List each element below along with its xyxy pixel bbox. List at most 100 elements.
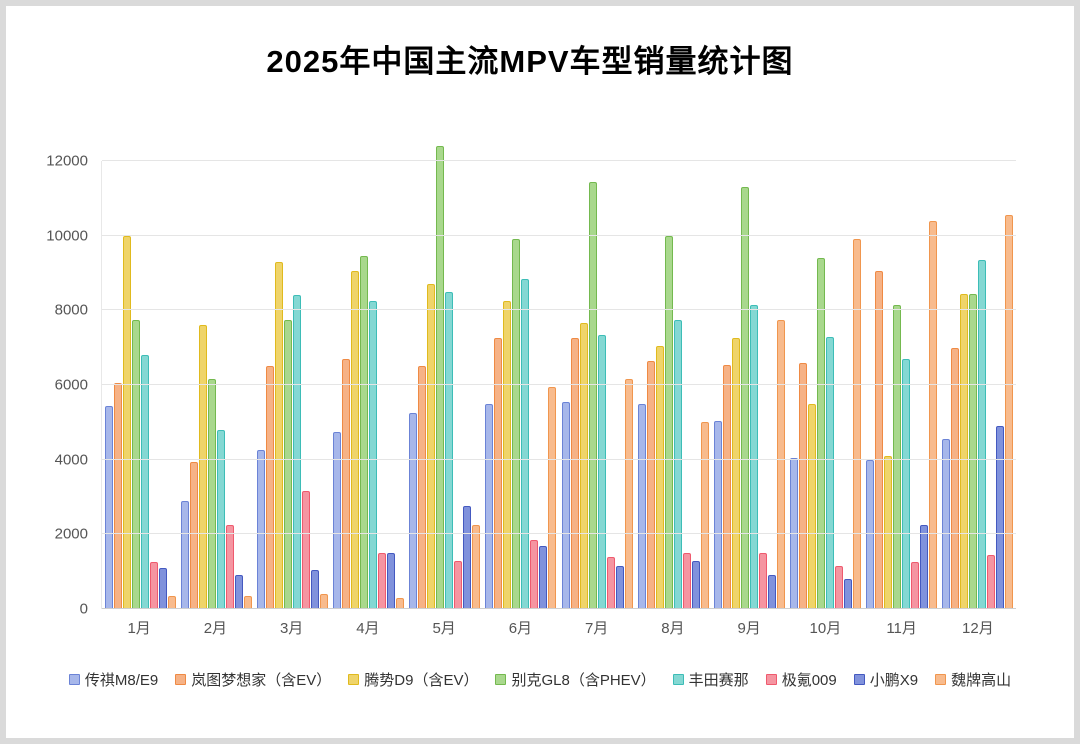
bar bbox=[521, 278, 530, 609]
legend-item: 岚图梦想家（含EV） bbox=[175, 669, 331, 690]
x-axis: 1月 2月 3月 4月 5月 6月 7月 8月 9月 10月 11月 12月 bbox=[101, 617, 1016, 638]
bar-group bbox=[864, 161, 940, 609]
bar bbox=[454, 560, 463, 609]
bar bbox=[884, 455, 893, 609]
bar bbox=[387, 553, 396, 609]
bar bbox=[920, 525, 929, 609]
bar bbox=[256, 450, 265, 609]
bar bbox=[929, 220, 938, 609]
x-tick-label: 3月 bbox=[279, 620, 304, 637]
x-tick-label: 1月 bbox=[127, 620, 151, 637]
legend-swatch bbox=[68, 674, 80, 685]
bar bbox=[539, 545, 548, 609]
bar bbox=[301, 491, 310, 609]
bar bbox=[749, 304, 758, 609]
bar bbox=[198, 325, 207, 609]
bar-group bbox=[331, 161, 407, 609]
gridline bbox=[102, 309, 1016, 311]
bar bbox=[978, 259, 987, 609]
legend-item: 别克GL8（含PHEV） bbox=[495, 669, 656, 690]
bar bbox=[436, 146, 445, 609]
bar bbox=[225, 525, 234, 609]
bar bbox=[844, 579, 853, 609]
legend-swatch bbox=[765, 674, 777, 685]
gridline bbox=[102, 234, 1016, 236]
bar bbox=[646, 360, 655, 609]
bar bbox=[570, 338, 579, 609]
bar bbox=[140, 355, 149, 609]
bar bbox=[104, 405, 113, 609]
gridline bbox=[102, 160, 1016, 161]
bar bbox=[310, 569, 319, 609]
bar bbox=[960, 293, 969, 609]
bar bbox=[758, 553, 767, 609]
bar bbox=[615, 566, 624, 609]
bar bbox=[866, 459, 875, 609]
gridline bbox=[102, 458, 1016, 460]
bar bbox=[655, 345, 664, 609]
plot-area bbox=[101, 146, 1016, 609]
bar bbox=[369, 301, 378, 609]
bar bbox=[351, 271, 360, 609]
bar bbox=[691, 560, 700, 609]
bar bbox=[548, 386, 557, 609]
legend: 传祺M8/E9 岚图梦想家（含EV） 腾势D9（含EV） 别克GL8（含PHEV） 丰田… bbox=[6, 669, 1074, 690]
y-tick-label: 8000 bbox=[54, 301, 88, 319]
bar bbox=[292, 295, 301, 609]
x-tick-label: 2月 bbox=[203, 620, 228, 637]
bar bbox=[853, 239, 862, 609]
bar-group bbox=[788, 161, 864, 609]
bar bbox=[597, 334, 606, 609]
bar bbox=[561, 401, 570, 609]
legend-item: 小鹏X9 bbox=[853, 669, 919, 690]
bar bbox=[987, 554, 996, 609]
legend-label: 小鹏X9 bbox=[869, 672, 919, 689]
bar bbox=[700, 422, 709, 609]
bar bbox=[360, 256, 369, 609]
legend-label: 极氪009 bbox=[781, 672, 837, 689]
chart-title: 2025年中国主流MPV车型销量统计图 bbox=[266, 44, 794, 79]
legend-item: 腾势D9（含EV） bbox=[348, 669, 478, 690]
legend-item: 丰田赛那 bbox=[672, 669, 749, 690]
bar bbox=[283, 319, 292, 609]
bar bbox=[427, 284, 436, 609]
bar bbox=[996, 426, 1005, 609]
bar bbox=[1005, 215, 1014, 609]
bar bbox=[167, 595, 176, 609]
bar bbox=[158, 567, 167, 609]
bar bbox=[835, 566, 844, 609]
bar bbox=[902, 358, 911, 609]
bar bbox=[969, 293, 978, 609]
gridline bbox=[102, 384, 1016, 385]
legend-label: 腾势D9（含EV） bbox=[364, 672, 479, 689]
y-tick-label: 10000 bbox=[46, 227, 88, 245]
x-tick-label: 11月 bbox=[886, 620, 917, 637]
bar bbox=[740, 187, 749, 609]
bar bbox=[180, 500, 189, 609]
bar bbox=[624, 379, 633, 609]
bar bbox=[799, 362, 808, 609]
bar-group bbox=[178, 161, 254, 609]
bar bbox=[494, 338, 503, 609]
bar-group bbox=[254, 161, 330, 609]
bar-group bbox=[102, 161, 178, 609]
bar-group bbox=[559, 161, 635, 609]
gridline bbox=[102, 608, 1016, 609]
bar bbox=[216, 429, 225, 609]
bar bbox=[776, 319, 785, 609]
y-tick-label: 2000 bbox=[54, 525, 88, 543]
bar bbox=[503, 301, 512, 609]
x-tick-label: 4月 bbox=[356, 620, 380, 637]
legend-item: 魏牌高山 bbox=[935, 669, 1011, 690]
y-axis: 0 2000 4000 6000 8000 10000 12000 bbox=[6, 153, 94, 618]
bar bbox=[472, 525, 481, 609]
bar bbox=[731, 338, 740, 609]
bar bbox=[122, 235, 131, 609]
x-tick-label: 12月 bbox=[962, 620, 994, 637]
bar bbox=[378, 553, 387, 609]
x-tick-label: 7月 bbox=[584, 620, 609, 637]
legend-label: 丰田赛那 bbox=[688, 672, 749, 689]
bar bbox=[893, 304, 902, 609]
bar bbox=[512, 239, 521, 609]
